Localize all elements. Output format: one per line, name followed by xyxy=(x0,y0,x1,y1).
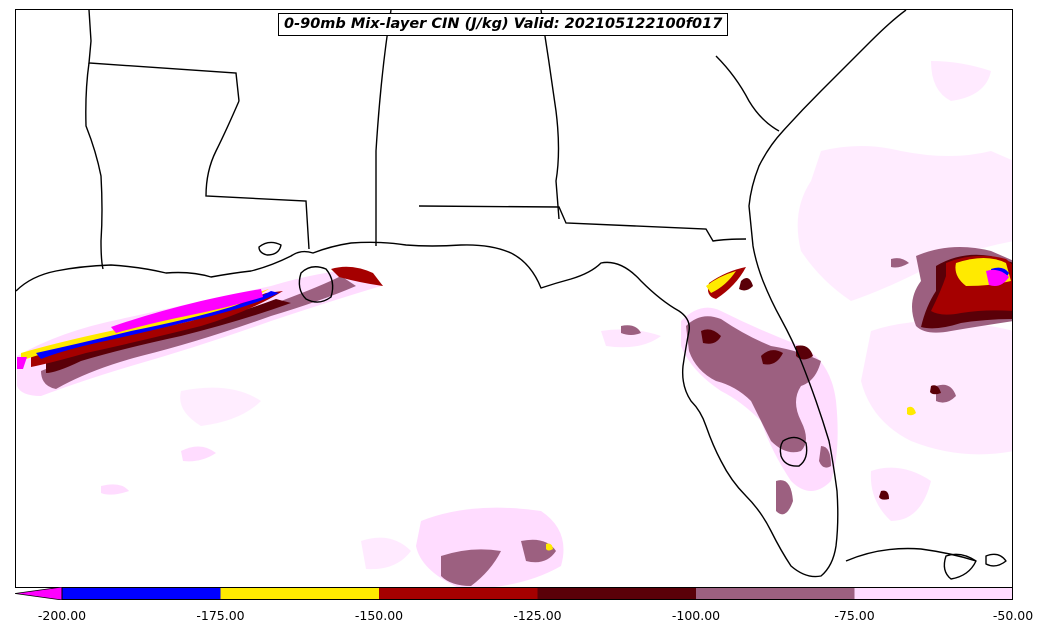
coast-bahamas-b xyxy=(985,553,1007,567)
state-borders xyxy=(85,10,780,270)
border-la-ms xyxy=(205,100,310,250)
border-al-fl xyxy=(418,205,747,242)
colorbar-extend-triangle xyxy=(15,587,63,600)
border-tx-ar-la xyxy=(88,10,240,102)
border-ga-sc xyxy=(715,55,780,132)
border-ms-al xyxy=(375,10,392,246)
colorbar xyxy=(15,587,1013,600)
colorbar-bin xyxy=(537,587,696,600)
coastlines xyxy=(16,10,1007,580)
cin-shading-magenta xyxy=(17,269,1009,369)
colorbar-bin xyxy=(220,587,379,600)
colorbar-bins xyxy=(62,587,1013,600)
colorbar-tick-label: -50.00 xyxy=(992,608,1034,623)
coast-delta xyxy=(298,266,334,303)
colorbar-tick-label: -200.00 xyxy=(37,608,87,623)
border-al-ga xyxy=(540,10,560,220)
coast-keys xyxy=(845,547,977,562)
colorbar-tick-label: -100.00 xyxy=(671,608,721,623)
map-title: 0-90mb Mix-layer CIN (J/kg) Valid: 20210… xyxy=(278,13,729,36)
colorbar-bin xyxy=(696,587,855,600)
lake-okeechobee xyxy=(779,436,808,467)
colorbar-tick-label: -125.00 xyxy=(513,608,562,623)
colorbar-tick-label: -150.00 xyxy=(354,608,404,623)
colorbar-bin xyxy=(854,587,1013,600)
cin-map xyxy=(16,10,1012,587)
map-panel xyxy=(15,9,1013,588)
coast-texas-louisiana xyxy=(16,10,907,578)
colorbar-tick-label: -75.00 xyxy=(834,608,875,623)
colorbar-bin xyxy=(62,587,221,600)
cin-shading-yellow xyxy=(21,258,1011,551)
border-tx-la xyxy=(85,62,104,270)
coast-bahamas-a xyxy=(943,553,977,580)
colorbar-bin xyxy=(379,587,538,600)
lake-pontchartrain xyxy=(258,241,282,256)
colorbar-tick-label: -175.00 xyxy=(196,608,245,623)
